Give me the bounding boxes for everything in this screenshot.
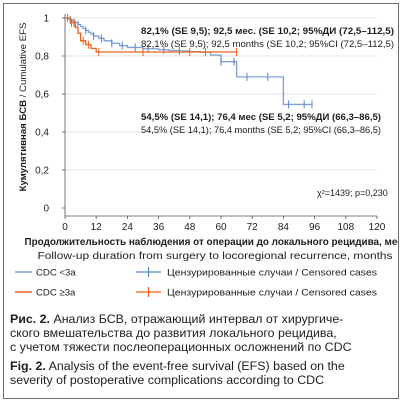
caption-ru-label: Рис. 2. [10, 312, 50, 326]
caption-en-line-1: Analysis of the event-free survival (EFS… [48, 358, 345, 373]
y-tick-label: 0,4 [35, 128, 49, 139]
caption-en-label: Fig. 2. [10, 358, 46, 373]
x-tick-label: 72 [247, 222, 259, 233]
figure-frame: 0 0,2 0,4 0,6 0,8 1 0 12 24 36 48 60 72 84 96 108 120 Кум… [3, 3, 399, 399]
legend-label-2: CDC ≥3a [36, 288, 76, 299]
legend-censored-label-1: Цензурированные случаи / Censored cases [167, 268, 377, 279]
annotation-1-ru: 82,1% (SE 9,5); 92,5 мес. (SE 10,2; 95%Д… [141, 26, 394, 36]
x-tick-label: 0 [62, 222, 68, 233]
x-axis-title-ru: Продолжительность наблюдения от операции… [25, 236, 399, 248]
y-tick-label: 0 [43, 204, 49, 215]
legend-censored-label-2: Цензурированные случаи / Censored cases [167, 288, 377, 299]
x-tick-label: 108 [337, 222, 354, 233]
caption-ru-line-3: с учетом тяжести послеоперационных ослож… [10, 340, 352, 355]
y-tick-label: 0,8 [35, 52, 49, 63]
caption-en: Fig. 2. Analysis of the event-free survi… [10, 359, 396, 387]
x-tick-label: 12 [91, 222, 103, 233]
annotation-2-en: 54,5% (SE 14,1); 76,4 months (SE 5,2; 95… [141, 125, 381, 135]
caption-ru-line-2: ского вмешательства до развития локально… [10, 326, 337, 341]
x-tick-label: 48 [184, 222, 196, 233]
y-axis-title: Кумулятивная БСВ / Cumulative EFS [18, 23, 29, 192]
x-tick-label: 60 [215, 222, 227, 233]
survival-chart: 0 0,2 0,4 0,6 0,8 1 0 12 24 36 48 60 72 84 96 108 120 Кум… [15, 14, 399, 299]
stat-label: χ²=1439; p=0,230 [317, 188, 388, 198]
x-tick-label: 36 [153, 222, 165, 233]
annotation-1-en: 82,1% (SE 9,5); 92,5 months (SE 10,2; 95… [141, 39, 394, 49]
y-tick-label: 0,2 [35, 166, 49, 177]
x-tick-label: 24 [122, 222, 134, 233]
x-tick-label: 96 [309, 222, 321, 233]
caption-ru: Рис. 2. Анализ БСВ, отражающий интервал … [10, 312, 396, 355]
x-axis-title-en: Follow-up duration from surgery to locor… [38, 251, 393, 262]
figure-caption: Рис. 2. Анализ БСВ, отражающий интервал … [10, 312, 396, 391]
y-tick-label: 1 [43, 14, 49, 25]
x-tick-label: 120 [369, 222, 386, 233]
caption-en-line-2: severity of postoperative complications … [10, 372, 325, 387]
y-axis-title-separator: / [18, 92, 29, 100]
y-axis-title-ru: Кумулятивная БСВ [18, 100, 29, 192]
legend-label-1: CDC <3a [36, 268, 76, 279]
x-tick-label: 84 [278, 222, 290, 233]
caption-ru-line-1: Анализ БСВ, отражающий интервал от хирур… [53, 312, 344, 326]
y-tick-label: 0,6 [35, 90, 49, 101]
annotation-2-ru: 54,5% (SE 14,1); 76,4 мес (SE 5,2; 95%ДИ… [141, 112, 381, 122]
y-axis-title-en: Cumulative EFS [18, 23, 29, 92]
